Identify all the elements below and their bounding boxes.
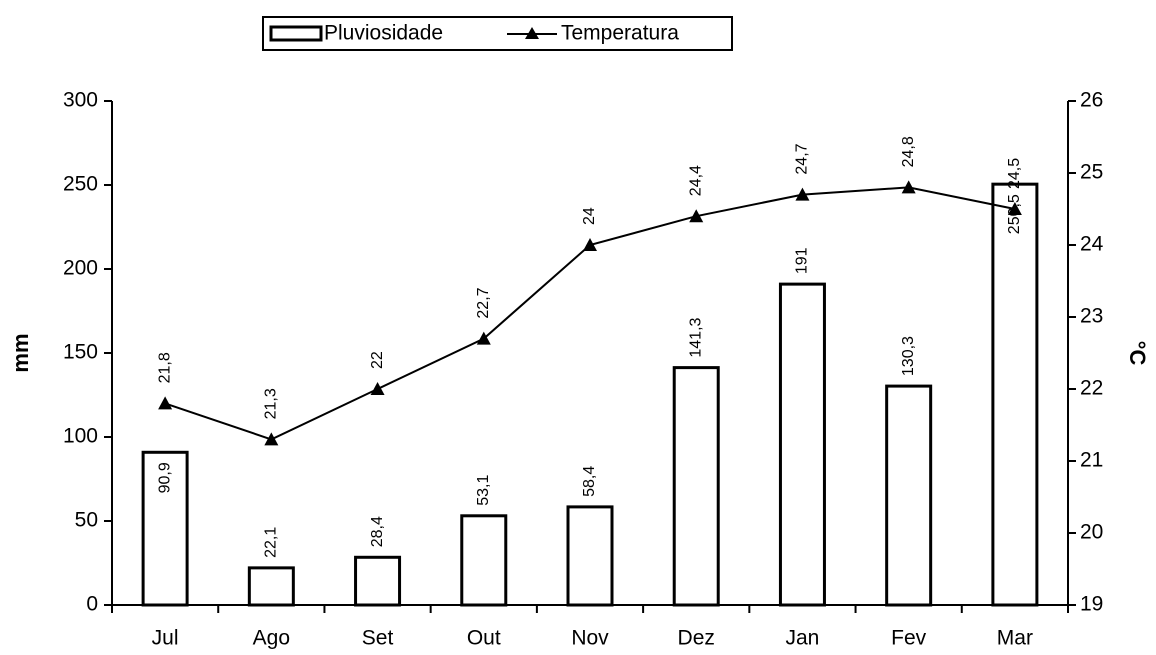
bar — [460, 514, 508, 607]
bar — [778, 282, 826, 607]
y-tick-label: 200 — [63, 257, 98, 280]
data-label: 22 — [369, 351, 386, 369]
x-tick-label: Mar — [997, 627, 1033, 650]
data-label: 24,7 — [794, 143, 811, 174]
marker — [476, 331, 491, 345]
y2-tick-label: 24 — [1080, 233, 1104, 256]
data-label: 28,4 — [369, 516, 386, 547]
y2-axis-label: °C — [1125, 341, 1150, 366]
marker — [689, 209, 704, 223]
marker — [583, 238, 597, 251]
marker — [370, 382, 385, 395]
y-axis-label: mm — [8, 333, 33, 372]
y2-tick-label: 20 — [1080, 521, 1103, 544]
bar — [672, 366, 720, 607]
marker — [158, 396, 173, 410]
y-tick-label: 150 — [63, 341, 98, 364]
legend-bar-swatch — [269, 25, 323, 42]
x-tick-label: Nov — [571, 627, 609, 650]
y-tick-label: 250 — [63, 173, 98, 196]
data-label: 130,3 — [900, 336, 917, 376]
bar — [247, 566, 295, 607]
bar — [354, 555, 402, 607]
data-label: 24 — [581, 207, 598, 225]
x-tick-label: Ago — [253, 627, 290, 650]
x-tick-label: Dez — [678, 627, 715, 650]
data-label: 21,3 — [263, 388, 280, 419]
y2-tick-label: 21 — [1080, 449, 1103, 472]
x-tick-label: Fev — [891, 627, 927, 650]
y-tick-label: 300 — [63, 89, 98, 112]
marker — [795, 187, 810, 201]
bar — [566, 505, 614, 607]
x-tick-label: Jul — [152, 627, 179, 650]
bar — [885, 384, 933, 607]
data-label: 22,1 — [263, 527, 280, 558]
marker — [264, 432, 279, 446]
data-label: 191 — [794, 247, 811, 274]
data-label: 24,5 — [1006, 158, 1023, 189]
legend-box — [262, 16, 733, 51]
legend-label: Temperatura — [561, 22, 679, 45]
data-label: 21,8 — [156, 352, 173, 383]
y2-tick-label: 23 — [1080, 305, 1103, 328]
data-label: 141,3 — [687, 317, 704, 357]
y-tick-label: 0 — [86, 593, 98, 616]
y2-tick-label: 25 — [1080, 161, 1103, 184]
data-label: 90,9 — [156, 462, 173, 493]
x-tick-label: Out — [467, 627, 501, 650]
marker — [1007, 202, 1022, 215]
legend-label: Pluviosidade — [324, 22, 443, 45]
marker — [901, 180, 916, 194]
bar — [991, 182, 1039, 607]
data-label: 22,7 — [475, 287, 492, 318]
data-label: 24,8 — [900, 136, 917, 167]
x-tick-label: Set — [362, 627, 394, 650]
data-label: 58,4 — [581, 466, 598, 497]
y-tick-label: 100 — [63, 425, 98, 448]
data-label: 24,4 — [687, 165, 704, 196]
data-label: 53,1 — [475, 475, 492, 506]
legend-marker — [525, 27, 539, 39]
y2-tick-label: 26 — [1080, 89, 1103, 112]
x-tick-label: Jan — [786, 627, 820, 650]
bar — [141, 450, 189, 607]
y2-tick-label: 22 — [1080, 377, 1103, 400]
y2-tick-label: 19 — [1080, 593, 1103, 616]
y-tick-label: 50 — [75, 509, 98, 532]
